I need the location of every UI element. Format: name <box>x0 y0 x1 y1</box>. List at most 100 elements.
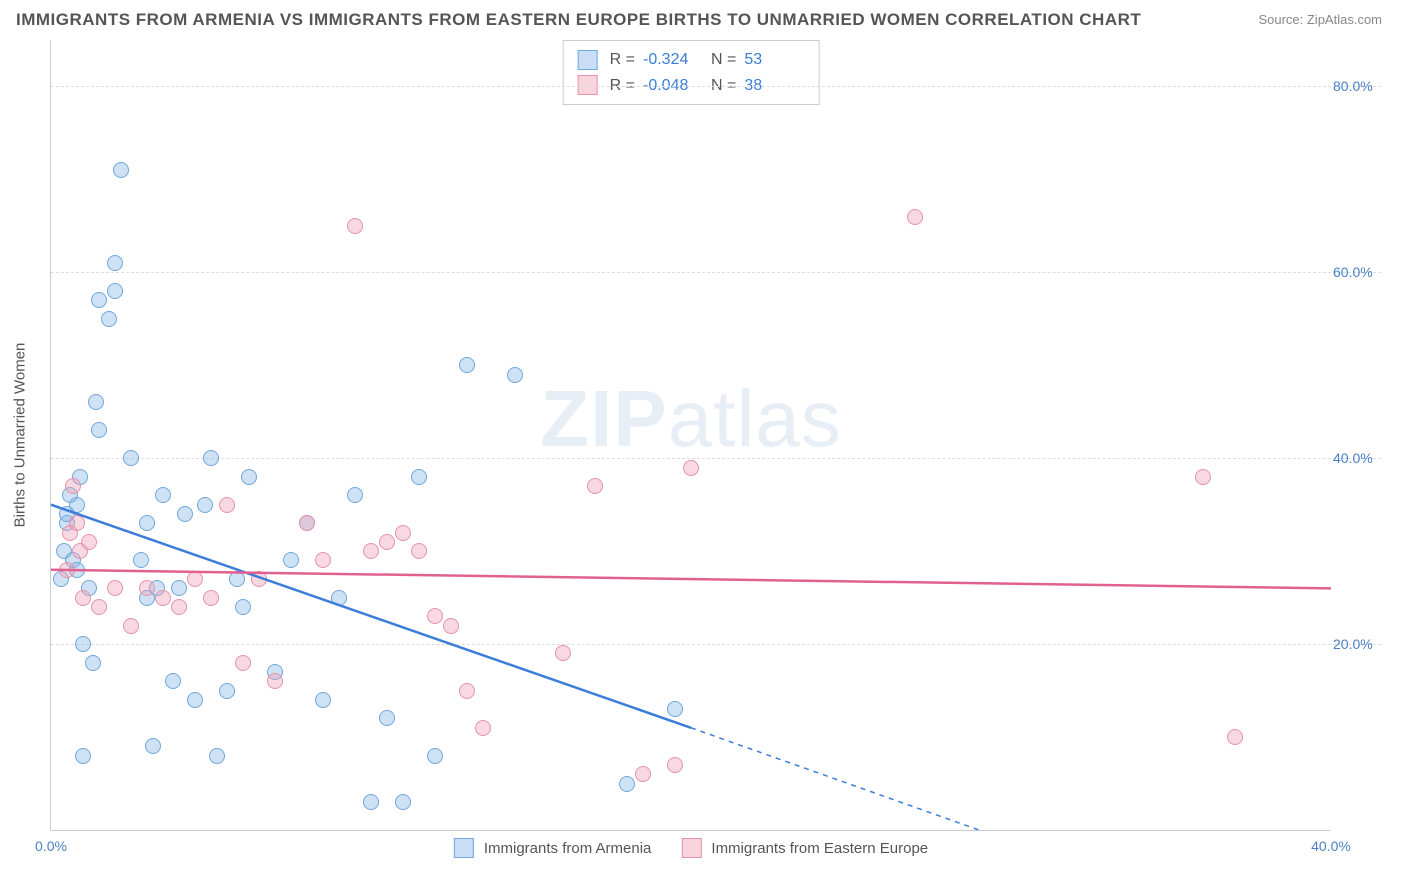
series-legend: Immigrants from Armenia Immigrants from … <box>454 838 928 858</box>
scatter-point <box>1195 469 1211 485</box>
legend-item-eastern-europe: Immigrants from Eastern Europe <box>681 838 928 858</box>
scatter-point <box>75 748 91 764</box>
gridline <box>51 644 1381 645</box>
scatter-point <box>187 571 203 587</box>
scatter-point <box>203 450 219 466</box>
scatter-point <box>395 525 411 541</box>
scatter-point <box>65 478 81 494</box>
swatch-pink-icon <box>681 838 701 858</box>
scatter-point <box>69 497 85 513</box>
scatter-point <box>229 571 245 587</box>
scatter-point <box>347 218 363 234</box>
scatter-point <box>139 580 155 596</box>
y-tick-label: 60.0% <box>1333 264 1381 280</box>
y-tick-label: 80.0% <box>1333 78 1381 94</box>
legend-row-armenia: R = -0.324 N = 53 <box>578 47 805 73</box>
swatch-pink-icon <box>578 75 598 95</box>
scatter-point <box>75 636 91 652</box>
scatter-point <box>379 710 395 726</box>
scatter-point <box>241 469 257 485</box>
y-tick-label: 20.0% <box>1333 636 1381 652</box>
source-label: Source: ZipAtlas.com <box>1258 12 1382 27</box>
scatter-point <box>427 608 443 624</box>
scatter-point <box>139 515 155 531</box>
scatter-point <box>363 543 379 559</box>
scatter-point <box>459 683 475 699</box>
scatter-point <box>619 776 635 792</box>
watermark: ZIPatlas <box>540 373 841 465</box>
scatter-point <box>177 506 193 522</box>
scatter-point <box>171 599 187 615</box>
scatter-point <box>299 515 315 531</box>
scatter-point <box>587 478 603 494</box>
scatter-point <box>133 552 149 568</box>
x-tick-label: 0.0% <box>35 838 67 854</box>
scatter-point <box>315 552 331 568</box>
gridline <box>51 272 1381 273</box>
scatter-point <box>123 618 139 634</box>
legend-row-eastern-europe: R = -0.048 N = 38 <box>578 73 805 99</box>
scatter-point <box>283 552 299 568</box>
scatter-point <box>267 673 283 689</box>
scatter-point <box>347 487 363 503</box>
y-axis-label: Births to Unmarried Women <box>12 343 29 528</box>
scatter-point <box>101 311 117 327</box>
scatter-point <box>107 580 123 596</box>
scatter-point <box>155 590 171 606</box>
scatter-point <box>145 738 161 754</box>
scatter-point <box>1227 729 1243 745</box>
scatter-point <box>379 534 395 550</box>
scatter-point <box>107 283 123 299</box>
scatter-point <box>907 209 923 225</box>
scatter-point <box>107 255 123 271</box>
scatter-point <box>75 590 91 606</box>
x-tick-label: 40.0% <box>1311 838 1351 854</box>
scatter-point <box>165 673 181 689</box>
scatter-point <box>81 534 97 550</box>
correlation-legend: R = -0.324 N = 53 R = -0.048 N = 38 <box>563 40 820 105</box>
scatter-point <box>88 394 104 410</box>
scatter-point <box>155 487 171 503</box>
gridline <box>51 458 1381 459</box>
scatter-point <box>507 367 523 383</box>
scatter-point <box>91 422 107 438</box>
scatter-point <box>683 460 699 476</box>
scatter-plot: ZIPatlas R = -0.324 N = 53 R = -0.048 N … <box>50 40 1331 831</box>
scatter-point <box>203 590 219 606</box>
scatter-point <box>315 692 331 708</box>
scatter-point <box>113 162 129 178</box>
scatter-point <box>427 748 443 764</box>
scatter-point <box>331 590 347 606</box>
scatter-point <box>251 571 267 587</box>
legend-item-armenia: Immigrants from Armenia <box>454 838 652 858</box>
scatter-point <box>411 543 427 559</box>
chart-title: IMMIGRANTS FROM ARMENIA VS IMMIGRANTS FR… <box>16 10 1141 30</box>
scatter-point <box>197 497 213 513</box>
scatter-point <box>209 748 225 764</box>
swatch-blue-icon <box>454 838 474 858</box>
scatter-point <box>219 683 235 699</box>
scatter-point <box>91 599 107 615</box>
scatter-point <box>219 497 235 513</box>
scatter-point <box>475 720 491 736</box>
scatter-point <box>69 515 85 531</box>
scatter-point <box>635 766 651 782</box>
scatter-point <box>123 450 139 466</box>
scatter-point <box>395 794 411 810</box>
scatter-point <box>667 757 683 773</box>
swatch-blue-icon <box>578 50 598 70</box>
scatter-point <box>235 655 251 671</box>
scatter-point <box>443 618 459 634</box>
scatter-point <box>555 645 571 661</box>
scatter-point <box>187 692 203 708</box>
scatter-point <box>85 655 101 671</box>
gridline <box>51 86 1381 87</box>
scatter-point <box>59 562 75 578</box>
scatter-point <box>363 794 379 810</box>
scatter-point <box>411 469 427 485</box>
chart-area: Births to Unmarried Women ZIPatlas R = -… <box>50 40 1380 830</box>
scatter-point <box>91 292 107 308</box>
scatter-point <box>459 357 475 373</box>
scatter-point <box>235 599 251 615</box>
scatter-point <box>667 701 683 717</box>
